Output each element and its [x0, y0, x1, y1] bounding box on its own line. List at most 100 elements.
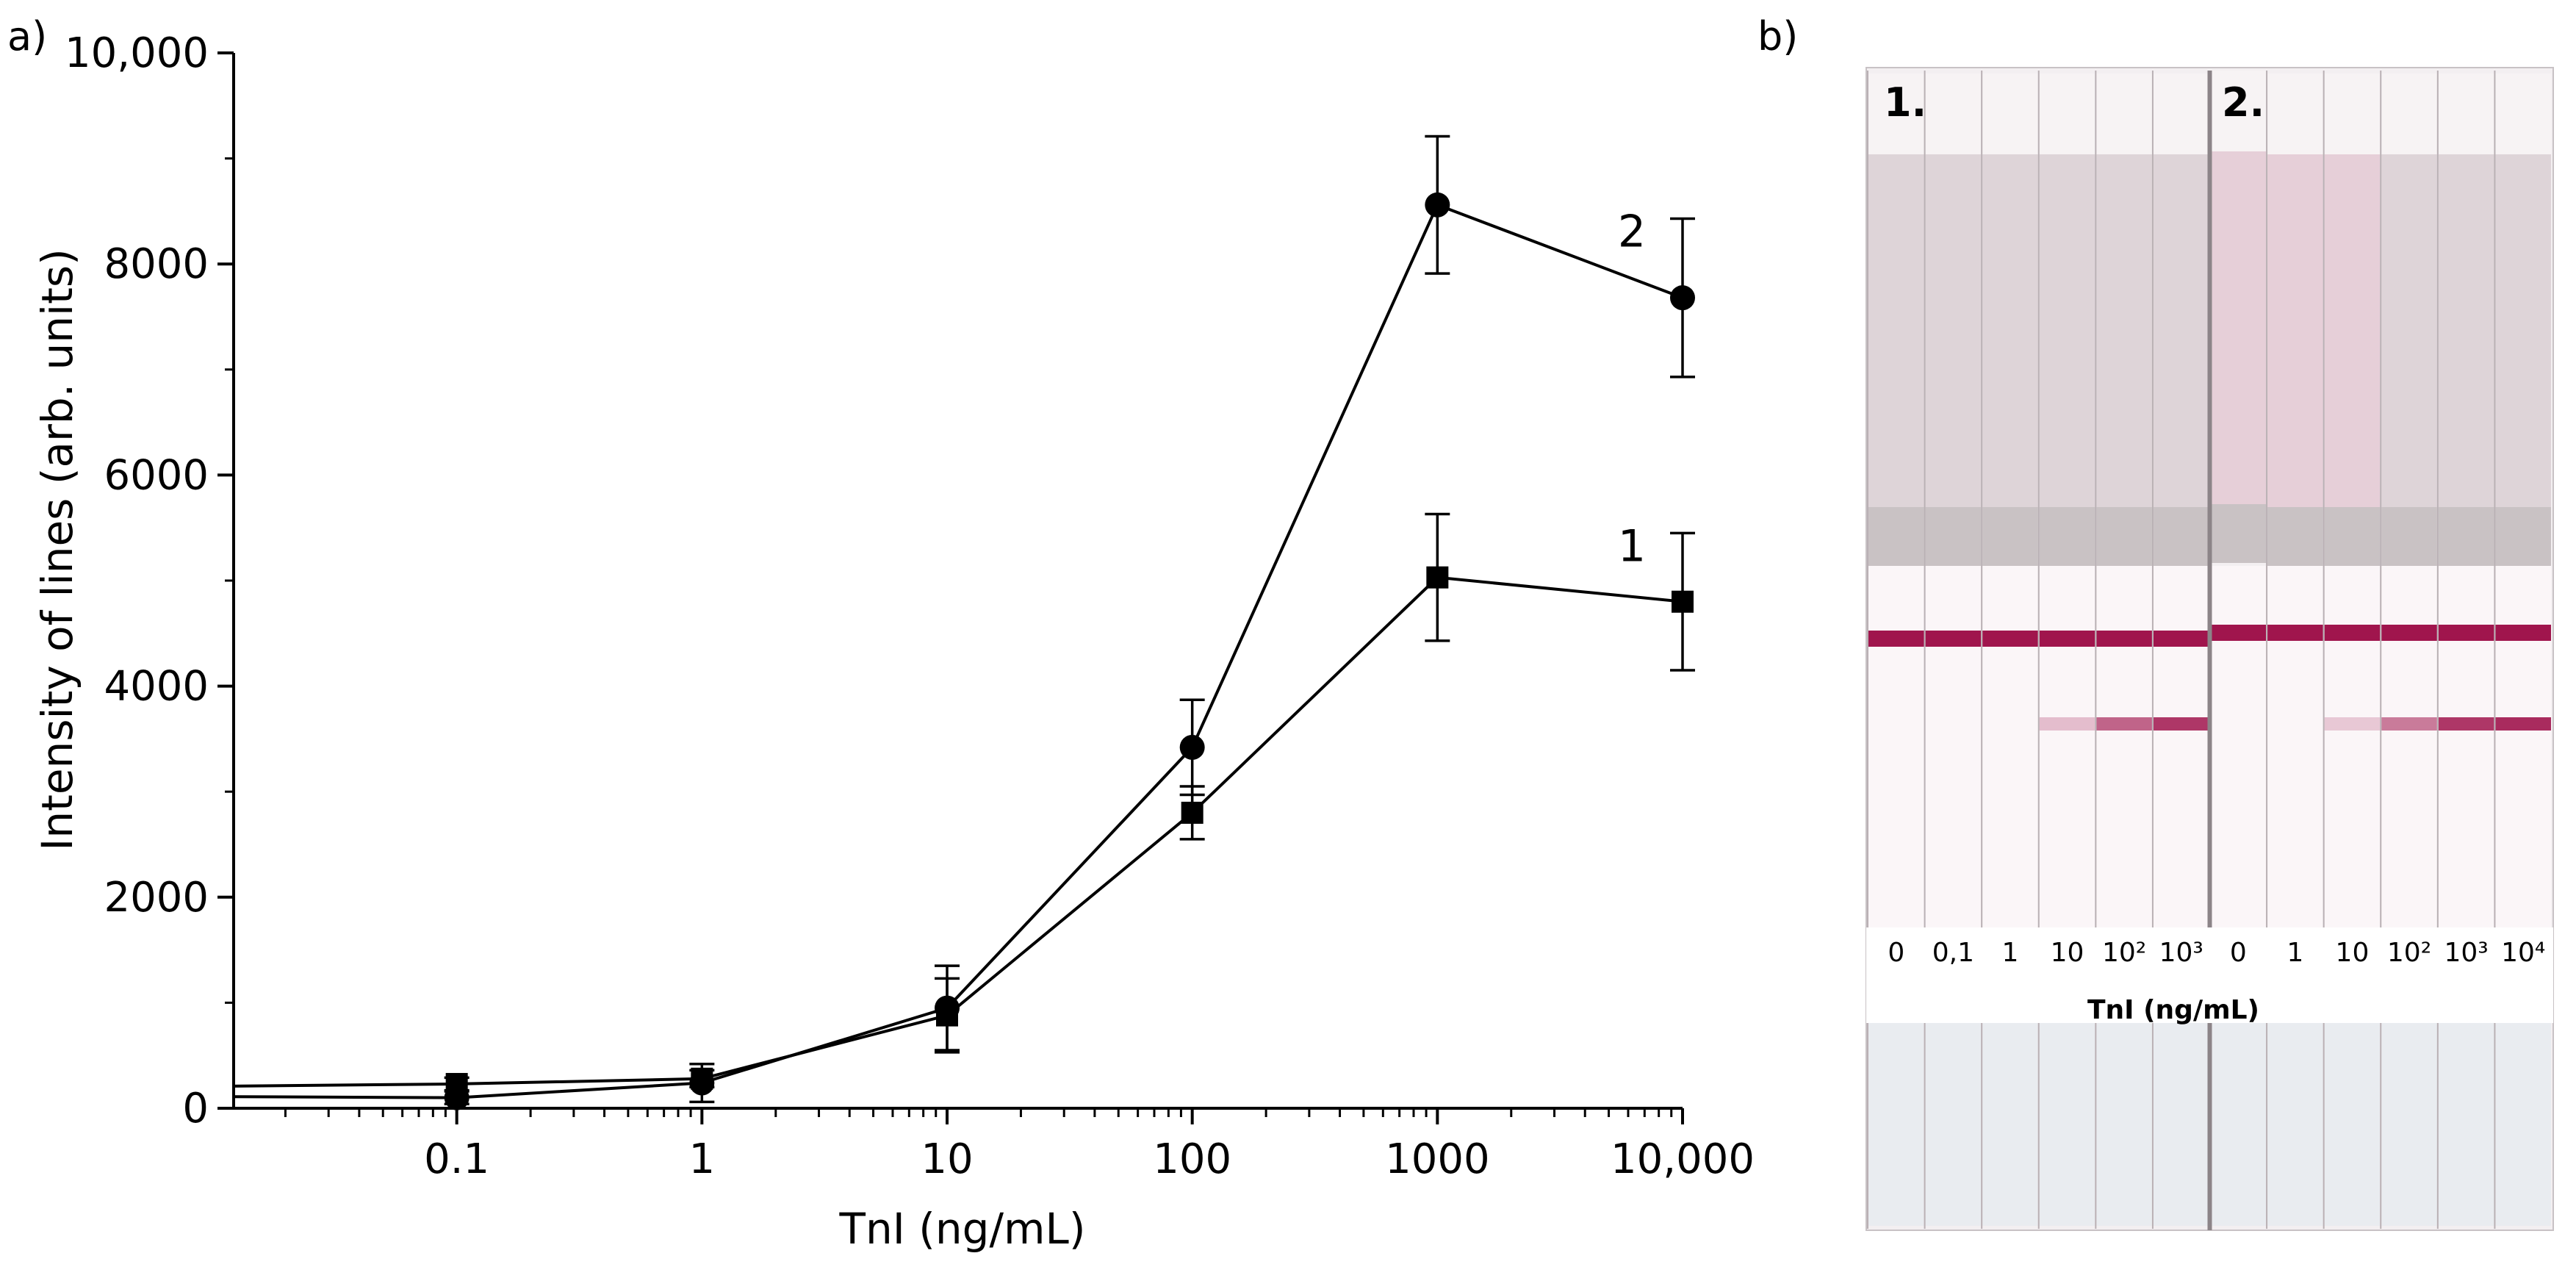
strip-top: [2039, 73, 2095, 154]
pad-overlap: [2267, 507, 2323, 566]
absorbent-pad: [2096, 1023, 2152, 1226]
absorbent-pad: [2324, 1023, 2381, 1226]
concentration-label: 1: [2287, 938, 2303, 968]
sample-pad: [1868, 154, 1924, 507]
pad-overlap: [2210, 504, 2267, 563]
sample-pad: [2381, 154, 2437, 507]
strip-top: [1925, 73, 1982, 154]
test-strip: [1981, 71, 2038, 1229]
set-divider: [2207, 71, 2212, 1230]
membrane: [2039, 566, 2095, 927]
control-line: [2039, 631, 2095, 647]
control-line: [2438, 625, 2494, 641]
strip-top: [2096, 73, 2152, 154]
membrane: [2210, 566, 2267, 927]
x-axis-title: TnI (ng/mL): [839, 1204, 1086, 1254]
concentration-labels: 0 0,1 1 10 10² 10³ 0 1 10 10² 10³ 10⁴: [1888, 938, 2545, 968]
x-tick-label: 1: [689, 1135, 716, 1183]
absorbent-pad: [2153, 1023, 2209, 1226]
concentration-label: 10³: [2444, 938, 2489, 968]
series-line: [233, 203, 1683, 1099]
y-tick-label: 4000: [104, 663, 209, 711]
pad-overlap: [2381, 507, 2437, 566]
absorbent-pad: [2210, 1023, 2267, 1226]
membrane: [2153, 566, 2209, 927]
pad-overlap: [2438, 507, 2494, 566]
x-tick-label: 100: [1153, 1135, 1231, 1183]
sample-pad: [2438, 154, 2494, 507]
absorbent-pad: [2381, 1023, 2437, 1226]
test-line: [2381, 717, 2437, 731]
test-strip-photo: 0 0,1 1 10 10² 10³ 0 1 10 10² 10³ 10⁴ TnI (ng/mL) 1…: [1866, 67, 2554, 1231]
x-tick-label: 10,000: [1611, 1135, 1755, 1183]
strip-top: [2495, 73, 2551, 154]
pad-overlap: [2324, 507, 2381, 566]
absorbent-pad: [1982, 1023, 2038, 1226]
panel-label-a: a): [7, 13, 47, 60]
strip-top: [2438, 73, 2494, 154]
control-line: [1868, 631, 1924, 647]
membrane: [1925, 566, 1982, 927]
sample-pad: [2153, 154, 2209, 507]
concentration-label: 10²: [2387, 938, 2431, 968]
sample-pad: [1925, 154, 1982, 507]
absorbent-pad: [1925, 1023, 1982, 1226]
concentration-label: 0: [2230, 938, 2247, 968]
membrane: [1982, 566, 2038, 927]
control-line: [2267, 625, 2323, 641]
control-line: [2096, 631, 2152, 647]
test-strip: [2151, 71, 2209, 1229]
absorbent-pad: [2039, 1023, 2095, 1226]
y-axis-ticks: 0 2000 4000 6000 8000 10,000: [65, 29, 234, 1133]
control-line: [2381, 625, 2437, 641]
concentration-label: 10: [2336, 938, 2370, 968]
control-line: [2495, 625, 2551, 641]
y-tick-label: 8000: [104, 240, 209, 288]
strip-set-label-1: 1.: [1884, 79, 1926, 126]
strip-top: [1982, 73, 2038, 154]
photo-axis-caption: TnI (ng/mL): [2087, 995, 2259, 1025]
x-tick-label: 10: [921, 1135, 973, 1183]
caption-band: [1866, 968, 2553, 1023]
sample-pad: [2039, 154, 2095, 507]
pad-overlap: [2039, 507, 2095, 566]
test-strip: [2209, 71, 2267, 1229]
series-1: 1: [233, 512, 1695, 1095]
data-point: [1179, 734, 1205, 760]
data-point: [689, 1070, 715, 1096]
x-axis-ticks: 0.1 1 10 100 1000 10,000: [284, 1108, 1755, 1183]
control-line: [1925, 631, 1982, 647]
y-tick-label: 2000: [104, 874, 209, 922]
concentration-label: 0,1: [1932, 938, 1974, 968]
pad-overlap: [1982, 507, 2038, 566]
absorbent-pad: [2267, 1023, 2323, 1226]
membrane: [2381, 566, 2437, 927]
control-line: [1982, 631, 2038, 647]
data-point: [1425, 192, 1450, 218]
membrane: [2438, 566, 2494, 927]
strip-set: [1867, 71, 2551, 1230]
membrane: [2096, 566, 2152, 927]
control-line: [2324, 625, 2381, 641]
membrane: [1868, 566, 1924, 927]
test-strip: [2323, 71, 2381, 1229]
pad-overlap: [2153, 507, 2209, 566]
membrane: [2267, 566, 2323, 927]
data-point: [1181, 801, 1204, 824]
series-layer: 12: [233, 134, 1695, 1110]
absorbent-pad: [1868, 1023, 1924, 1226]
data-point: [1426, 566, 1449, 589]
test-strip: [2494, 71, 2551, 1229]
concentration-label: 1: [2002, 938, 2019, 968]
concentration-label: 10⁴: [2501, 938, 2545, 968]
data-point: [444, 1085, 469, 1110]
pad-overlap: [1868, 507, 1924, 566]
sample-pad: [2267, 154, 2323, 507]
test-strip: [2095, 71, 2152, 1229]
series-2: 2: [233, 134, 1695, 1110]
sample-pad: [1982, 154, 2038, 507]
panel-label-b: b): [1757, 13, 1798, 60]
concentration-label: 0: [1888, 938, 1904, 968]
test-line: [2039, 717, 2095, 731]
test-line: [2324, 717, 2381, 731]
